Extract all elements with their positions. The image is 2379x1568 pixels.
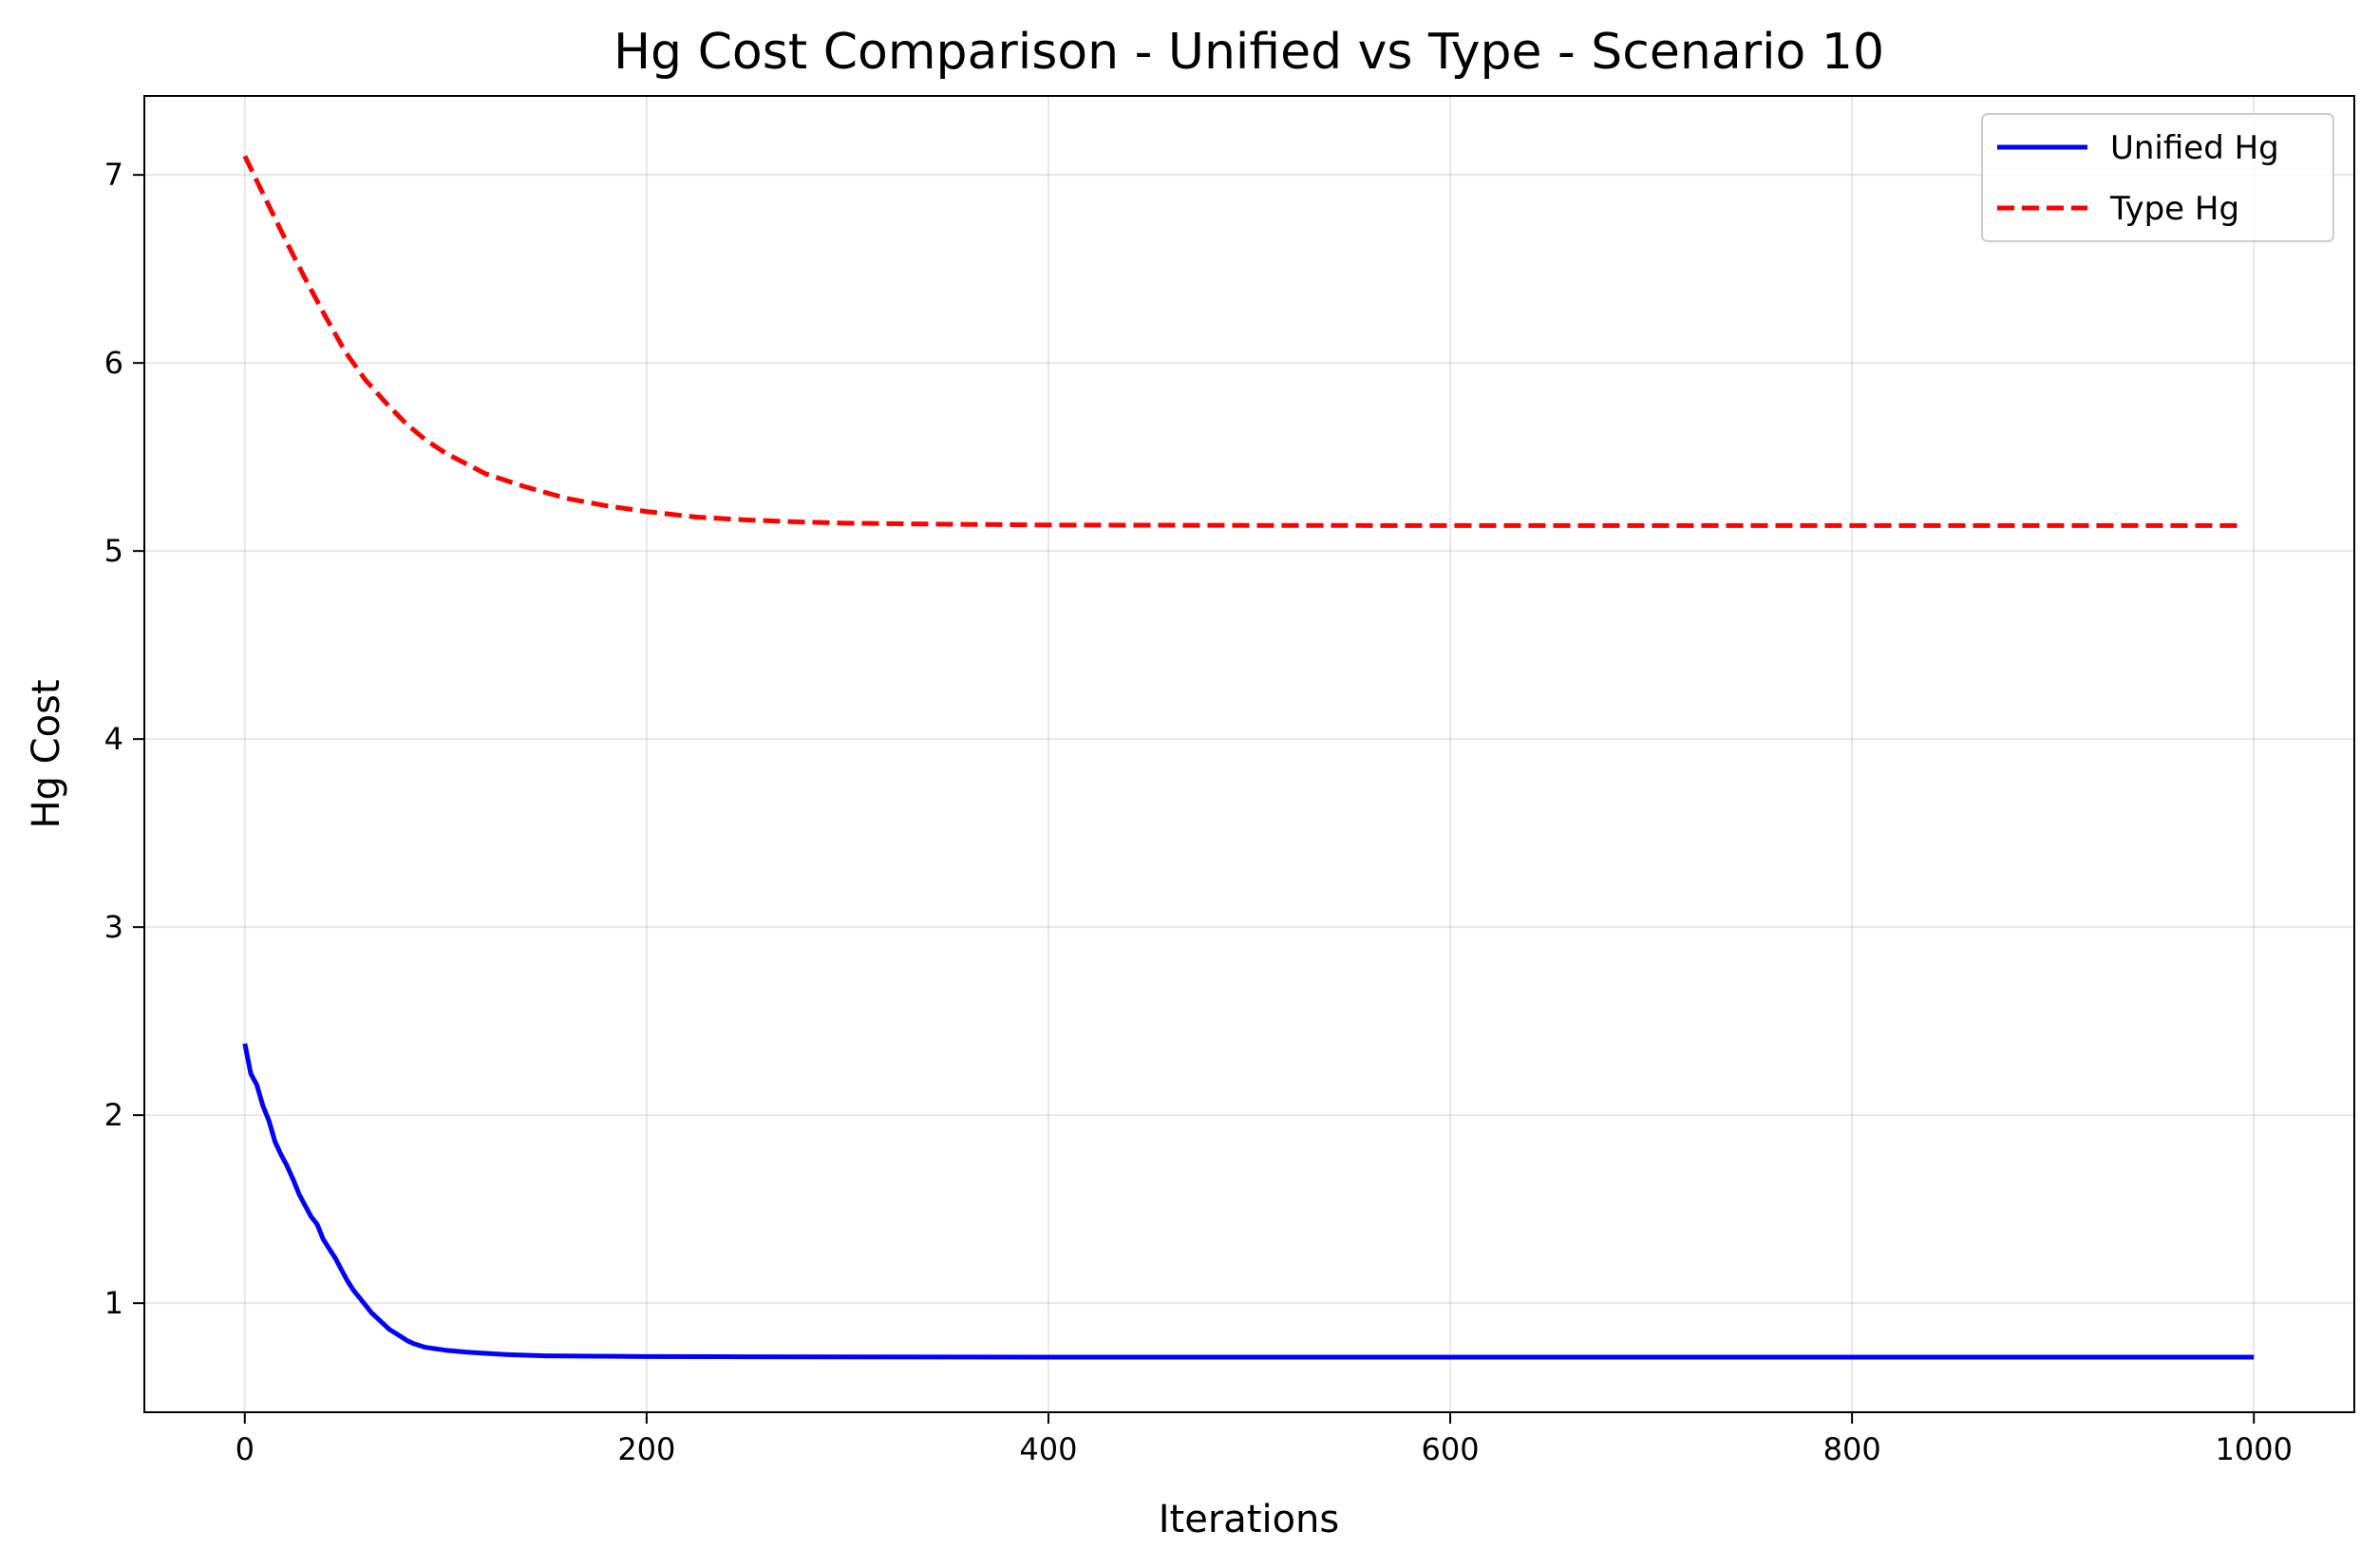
series-layer [242,155,2255,1360]
legend: Unified Hg Type Hg [1981,113,2334,242]
y-axis-label: Hg Cost [25,679,68,828]
y-tick-label: 1 [104,1285,123,1321]
y-tick-label: 6 [104,345,123,381]
chart-title: Hg Cost Comparison - Unified vs Type - S… [614,24,1884,81]
x-tick-label: 1000 [2216,1431,2293,1467]
legend-label-type-hg: Type Hg [2109,190,2239,228]
x-tick-label: 800 [1823,1431,1881,1467]
x-axis-label: Iterations [1159,1498,1340,1541]
plot-frame [143,95,2355,1413]
grid [144,96,2354,1412]
legend-label-unified-hg: Unified Hg [2110,129,2279,167]
x-tick-label: 400 [1019,1431,1077,1467]
y-tick-label: 4 [104,721,123,757]
y-axis: 1 2 3 4 5 6 7 [104,157,144,1321]
series-line-type-hg [242,155,2244,528]
y-tick-label: 3 [104,909,123,945]
x-tick-label: 0 [236,1431,255,1467]
series-line-unified-hg [242,1043,2255,1360]
y-tick-label: 2 [104,1097,123,1133]
x-axis: 0 200 400 600 800 1000 [236,1412,2293,1467]
y-tick-label: 5 [104,533,123,569]
x-tick-label: 600 [1422,1431,1480,1467]
x-tick-label: 200 [617,1431,675,1467]
y-tick-label: 7 [104,157,123,193]
